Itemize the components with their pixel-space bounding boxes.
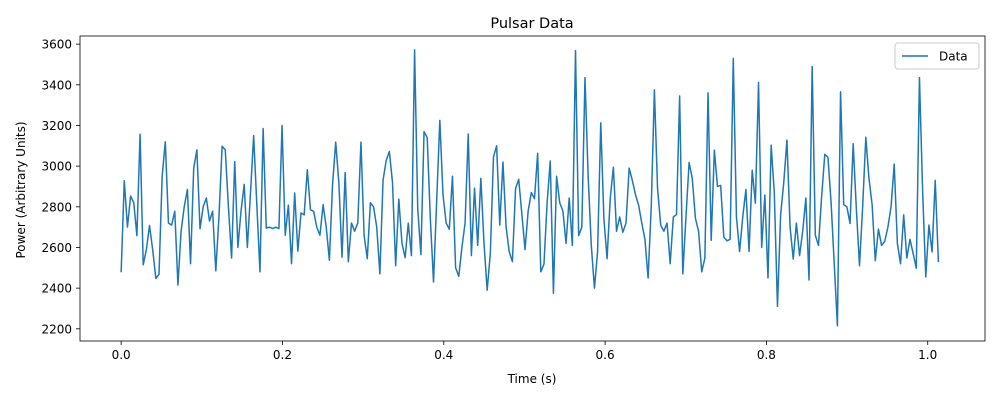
axes-frame (79, 35, 986, 342)
plot-area: 0.0 0.2 0.4 0.6 0.8 1.0 2200 2400 2600 2800 3000 32… (41, 35, 986, 362)
y-tick-label: 2800 (41, 200, 72, 214)
y-tick-label: 3400 (41, 78, 72, 92)
x-tick-label: 0.8 (757, 348, 776, 362)
legend-box (894, 42, 980, 70)
y-tick-label: 3600 (41, 38, 72, 52)
x-axis-label: Time (s) (507, 372, 557, 386)
series-line-data (120, 49, 940, 327)
x-tick-label: 0.2 (273, 348, 292, 362)
x-tick-label: 0.0 (112, 348, 131, 362)
y-tick-label: 2600 (41, 241, 72, 255)
y-tick-label: 3000 (41, 160, 72, 174)
x-tick-label: 0.6 (596, 348, 615, 362)
y-tick-label: 2400 (41, 282, 72, 296)
legend: Data (894, 42, 980, 70)
y-tick-label: 3200 (41, 119, 72, 133)
x-tick-label: 0.4 (434, 348, 453, 362)
y-tick-label: 2200 (41, 322, 72, 336)
chart-title: Pulsar Data (490, 16, 573, 32)
legend-label: Data (939, 50, 968, 64)
x-tick-label: 1.0 (918, 348, 937, 362)
y-axis-label: Power (Arbitrary Units) (14, 121, 28, 258)
